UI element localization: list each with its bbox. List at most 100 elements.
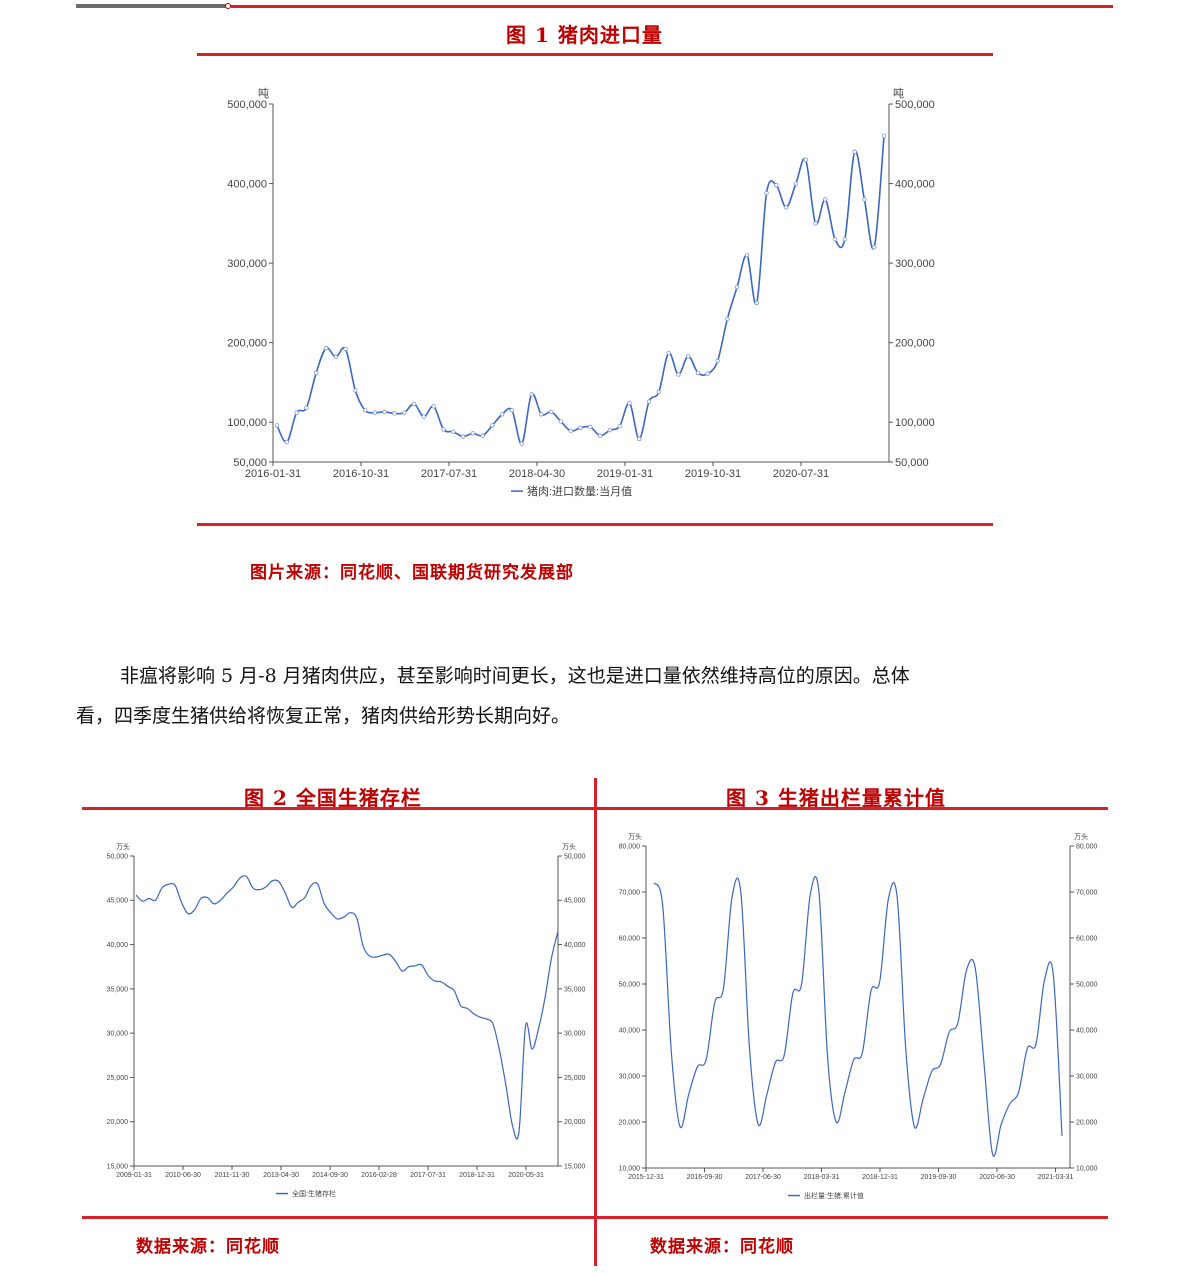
figure1-data-point	[705, 371, 710, 376]
figure1-y-tick-label-left: 200,000	[227, 338, 267, 350]
figure3-y-tick-label-left: 10,000	[619, 1165, 641, 1172]
figure2-y-tick-label-right: 25,000	[564, 1075, 586, 1082]
figure1-data-point	[548, 409, 554, 415]
figure1-y-tick-label-right: 100,000	[895, 417, 935, 429]
figure1-data-point	[382, 409, 387, 415]
figure3-x-tick-label: 2020-06-30	[979, 1174, 1015, 1181]
figure3-y-tick-label-right: 60,000	[1076, 935, 1098, 942]
figure3-x-tick-label: 2019-09-30	[921, 1174, 957, 1181]
figure1-data-point	[539, 412, 544, 417]
figure1-data-point	[764, 190, 769, 196]
figure2-source: 数据来源：同花顺	[136, 1237, 280, 1257]
figure1-data-point	[431, 404, 436, 409]
figure3-y-tick-label-right: 10,000	[1076, 1165, 1098, 1172]
paragraph-line-1: 非瘟将影响 5 月-8 月猪肉供应，甚至影响时间更长，这也是进口量依然维持高位的…	[120, 665, 910, 687]
figure1-y-tick-label-right: 300,000	[895, 258, 935, 270]
figure3-y-tick-label-left: 80,000	[619, 843, 641, 850]
figure1-unit-right: 吨	[893, 87, 904, 100]
figure1-y-tick-label-left: 500,000	[227, 99, 267, 111]
figure1-data-point	[294, 410, 299, 415]
figure1-data-point	[842, 237, 848, 242]
figure1-data-point	[803, 157, 808, 162]
figure1-data-point	[627, 400, 632, 406]
figure2-y-tick-label-left: 15,000	[107, 1163, 129, 1170]
figure1-data-point	[725, 316, 730, 321]
figure1-data-point	[862, 197, 867, 202]
figure2-y-tick-label-left: 45,000	[107, 898, 129, 905]
figure1-data-point	[715, 358, 720, 364]
figure3-title: 图 3 生猪出栏量累计值	[726, 786, 946, 810]
figure3-y-tick-label-right: 20,000	[1076, 1119, 1098, 1126]
figure1-data-point	[529, 392, 534, 397]
figure2-unit-right: 万头	[562, 842, 576, 851]
paragraph-line-2: 看，四季度生猪供给将恢复正常，猪肉供给形势长期向好。	[76, 705, 571, 727]
figure2-y-tick-label-right: 30,000	[564, 1031, 586, 1038]
figure1-x-tick-label: 2019-01-31	[597, 468, 653, 480]
figure1-data-point	[411, 401, 417, 407]
figure1-data-point	[372, 410, 378, 415]
figure3-x-tick-label: 2018-03-31	[804, 1174, 840, 1181]
figure3-x-tick-label: 2016-09-30	[687, 1174, 723, 1181]
figure2-x-tick-label: 2020-05-31	[508, 1172, 544, 1179]
figure1-x-tick-label: 2019-10-31	[685, 468, 741, 480]
figure3-chart: 万头 万头 10,000 10,000 20,000 20,000 30,000 30,000…	[619, 832, 1098, 1200]
figure3-x-tick-label: 2017-06-30	[745, 1174, 781, 1181]
figure1-y-tick-label-right: 200,000	[895, 338, 935, 350]
figure1-y-tick-label-left: 300,000	[227, 258, 267, 270]
figure1-data-point	[823, 197, 828, 202]
figure2-unit-left: 万头	[116, 842, 130, 851]
figure2-y-tick-label-right: 35,000	[564, 986, 586, 993]
figure3-y-tick-label-right: 30,000	[1076, 1073, 1098, 1080]
figure1-data-point	[333, 354, 338, 360]
figure1-data-point	[588, 424, 593, 430]
figure1-data-point	[656, 389, 662, 395]
figure1-data-point	[499, 412, 505, 417]
figure1-x-tick-label: 2018-04-30	[509, 468, 565, 480]
figure1-data-point	[313, 370, 319, 376]
figures-divider	[594, 778, 597, 1266]
figure1-data-point	[617, 424, 622, 429]
figure1-title: 图 1 猪肉进口量	[506, 23, 663, 47]
figure1-data-point	[578, 425, 583, 430]
figure1-series-line	[276, 135, 885, 445]
figure1-data-point	[607, 427, 613, 433]
figure1-unit-left: 吨	[258, 87, 269, 100]
figure2-y-tick-label-left: 30,000	[107, 1031, 129, 1038]
figure1-data-point	[695, 370, 701, 376]
figure1-data-point	[852, 149, 857, 154]
figure1-y-tick-label-right: 500,000	[895, 99, 935, 111]
figure2-x-tick-label: 2016-02-28	[361, 1172, 397, 1179]
figure1-chart: 吨 吨 50,000 50,000 100,000 100,000 200,000 200,0…	[227, 87, 935, 498]
figure1-legend-label: 猪肉:进口数量:当月值	[527, 484, 632, 498]
figure1-data-point	[783, 205, 789, 210]
figure1-data-point	[637, 436, 642, 442]
figure1-data-point	[343, 346, 348, 352]
figure2-y-tick-label-left: 40,000	[107, 942, 129, 949]
figure1-data-point	[451, 429, 456, 434]
figure1-data-point	[646, 399, 652, 404]
figure1-x-tick-label: 2016-01-31	[245, 468, 301, 480]
figure1-data-point	[509, 408, 515, 413]
figure1-data-point	[734, 284, 740, 290]
figure3-series-line	[653, 876, 1063, 1157]
figure1-data-point	[558, 419, 564, 424]
figure2-x-tick-label: 2013-04-30	[263, 1172, 299, 1179]
figure1-data-point	[744, 252, 750, 258]
figure1-data-point	[793, 181, 799, 186]
figure1-top-rule	[197, 53, 993, 56]
figure1-data-point	[470, 431, 476, 436]
figure1-data-point	[284, 439, 289, 445]
figure3-y-tick-label-left: 50,000	[619, 981, 641, 988]
figure3-y-tick-label-left: 40,000	[619, 1027, 641, 1034]
figure2-y-tick-label-right: 20,000	[564, 1119, 586, 1126]
figure3-unit-left: 万头	[628, 832, 642, 841]
figure3-y-tick-label-left: 70,000	[619, 889, 641, 896]
figure1-source: 图片来源：同花顺、国联期货研究发展部	[250, 563, 574, 583]
figure2-legend-label: 全国:生猪存栏	[292, 1189, 336, 1198]
figure3-x-tick-label: 2021-03-31	[1038, 1174, 1074, 1181]
figure3-y-tick-label-left: 30,000	[619, 1073, 641, 1080]
figure1-data-point	[392, 411, 397, 416]
figure1-data-point	[754, 300, 759, 306]
figure2-y-tick-label-left: 25,000	[107, 1075, 129, 1082]
figure3-y-tick-label-right: 80,000	[1076, 843, 1098, 850]
